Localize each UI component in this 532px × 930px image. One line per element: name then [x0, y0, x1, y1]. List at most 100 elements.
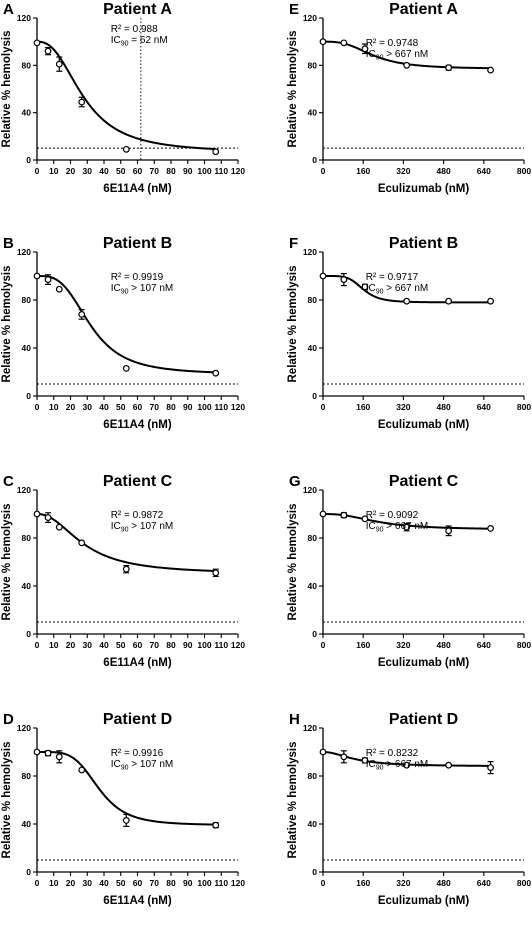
panel-letter: B: [3, 235, 14, 252]
x-tick-label: 10: [49, 166, 59, 176]
data-point: [55, 523, 63, 531]
x-tick-label: 70: [150, 878, 160, 888]
y-tick-label: 120: [303, 247, 317, 257]
ic90-annotation: IC90 > 107 nM: [111, 521, 174, 534]
x-tick-label: 160: [356, 166, 370, 176]
data-point: [340, 753, 348, 761]
y-tick-label: 120: [17, 247, 31, 257]
y-tick-label: 80: [308, 60, 318, 70]
data-point: [487, 525, 494, 532]
y-tick-label: 80: [308, 771, 318, 781]
x-tick-label: 80: [166, 402, 176, 412]
data-point: [78, 98, 86, 106]
x-tick-label: 640: [477, 166, 491, 176]
ic90-annotation: IC90 > 667 nM: [366, 49, 429, 62]
panel-a: A Patient A 0 40 80 120 0 10 20 30 40 50 60 70 80 90 100…: [1, 1, 245, 195]
x-tick-label: 160: [356, 402, 370, 412]
data-point: [55, 285, 63, 293]
x-tick-label: 0: [35, 878, 40, 888]
y-tick-label: 40: [22, 108, 32, 118]
r-squared-annotation: R² = 0.9092: [366, 510, 419, 521]
x-tick-label: 100: [197, 878, 211, 888]
y-tick-label: 0: [312, 867, 317, 877]
y-tick-label: 80: [308, 533, 318, 543]
x-tick-label: 110: [214, 166, 228, 176]
y-axis-title: Relative % hemolysis: [1, 31, 13, 148]
y-tick-label: 120: [303, 13, 317, 23]
x-tick-label: 640: [477, 878, 491, 888]
data-point: [55, 753, 63, 761]
data-point: [319, 272, 327, 280]
x-tick-label: 800: [517, 166, 531, 176]
y-axis-title: Relative % hemolysis: [1, 504, 13, 621]
y-tick-label: 40: [22, 819, 32, 829]
y-tick-label: 0: [312, 155, 317, 165]
data-point: [212, 148, 220, 156]
panel-title: Patient D: [389, 711, 458, 728]
panel-letter: C: [3, 473, 14, 490]
x-tick-label: 20: [66, 878, 76, 888]
fit-curve: [36, 513, 216, 572]
panel-title: Patient C: [389, 473, 459, 490]
x-tick-label: 800: [517, 402, 531, 412]
x-tick-label: 80: [166, 640, 176, 650]
x-tick-label: 0: [35, 640, 40, 650]
r-squared-annotation: R² = 0.988: [111, 24, 158, 35]
x-tick-label: 480: [437, 402, 451, 412]
x-tick-label: 0: [321, 402, 326, 412]
x-tick-label: 40: [99, 878, 109, 888]
panel-c: C Patient C 0 40 80 120 0 10 20 30 40 50 60 70 80 90 100…: [1, 473, 245, 669]
y-tick-label: 0: [26, 155, 31, 165]
data-point: [403, 61, 411, 69]
x-tick-label: 10: [49, 640, 59, 650]
x-tick-label: 90: [183, 166, 193, 176]
x-tick-label: 60: [133, 402, 143, 412]
x-tick-label: 20: [66, 402, 76, 412]
x-tick-label: 20: [66, 166, 76, 176]
x-tick-label: 50: [116, 640, 126, 650]
ic90-annotation: IC90 > 667 nM: [366, 759, 429, 772]
data-point: [44, 749, 52, 757]
x-axis-title: Eculizumab (nM): [378, 419, 470, 431]
x-tick-label: 120: [231, 166, 245, 176]
data-point: [122, 817, 130, 824]
panel-title: Patient B: [103, 235, 172, 252]
data-point: [212, 821, 220, 829]
y-axis-title: Relative % hemolysis: [287, 742, 299, 859]
fit-curve: [37, 751, 216, 826]
data-point: [33, 510, 41, 518]
x-tick-label: 800: [517, 640, 531, 650]
data-point: [78, 539, 86, 547]
data-point: [319, 510, 327, 518]
x-tick-label: 110: [214, 402, 228, 412]
data-point: [55, 60, 63, 68]
y-tick-label: 40: [22, 343, 32, 353]
y-tick-label: 40: [308, 343, 318, 353]
x-axis-title: Eculizumab (nM): [378, 895, 470, 907]
x-tick-label: 40: [99, 402, 109, 412]
panel-g: G Patient C 0 40 80 120 0 160 320 480 640 800 Eculiz…: [287, 473, 531, 669]
x-axis-title: 6E11A4 (nM): [103, 895, 172, 907]
x-tick-label: 50: [116, 402, 126, 412]
data-point: [403, 297, 411, 305]
panel-d: D Patient D 0 40 80 120 0 10 20 30 40 50 60 70 80 90 100…: [1, 711, 245, 907]
x-tick-label: 80: [166, 878, 176, 888]
r-squared-annotation: R² = 0.9872: [111, 510, 164, 521]
data-point: [487, 66, 494, 74]
x-tick-label: 80: [166, 166, 176, 176]
r-squared-annotation: R² = 0.8232: [366, 748, 419, 759]
x-tick-label: 30: [83, 166, 93, 176]
x-tick-label: 110: [214, 878, 228, 888]
y-axis-title: Relative % hemolysis: [287, 266, 299, 383]
y-tick-label: 120: [303, 485, 317, 495]
x-tick-label: 480: [437, 878, 451, 888]
x-tick-label: 20: [66, 640, 76, 650]
ic90-annotation: IC90 > 667 nM: [366, 521, 429, 534]
x-tick-label: 800: [517, 878, 531, 888]
panel-title: Patient A: [389, 1, 458, 18]
y-tick-label: 0: [26, 867, 31, 877]
data-point: [212, 369, 220, 377]
x-tick-label: 40: [99, 640, 109, 650]
x-tick-label: 480: [437, 640, 451, 650]
data-point: [122, 145, 130, 153]
